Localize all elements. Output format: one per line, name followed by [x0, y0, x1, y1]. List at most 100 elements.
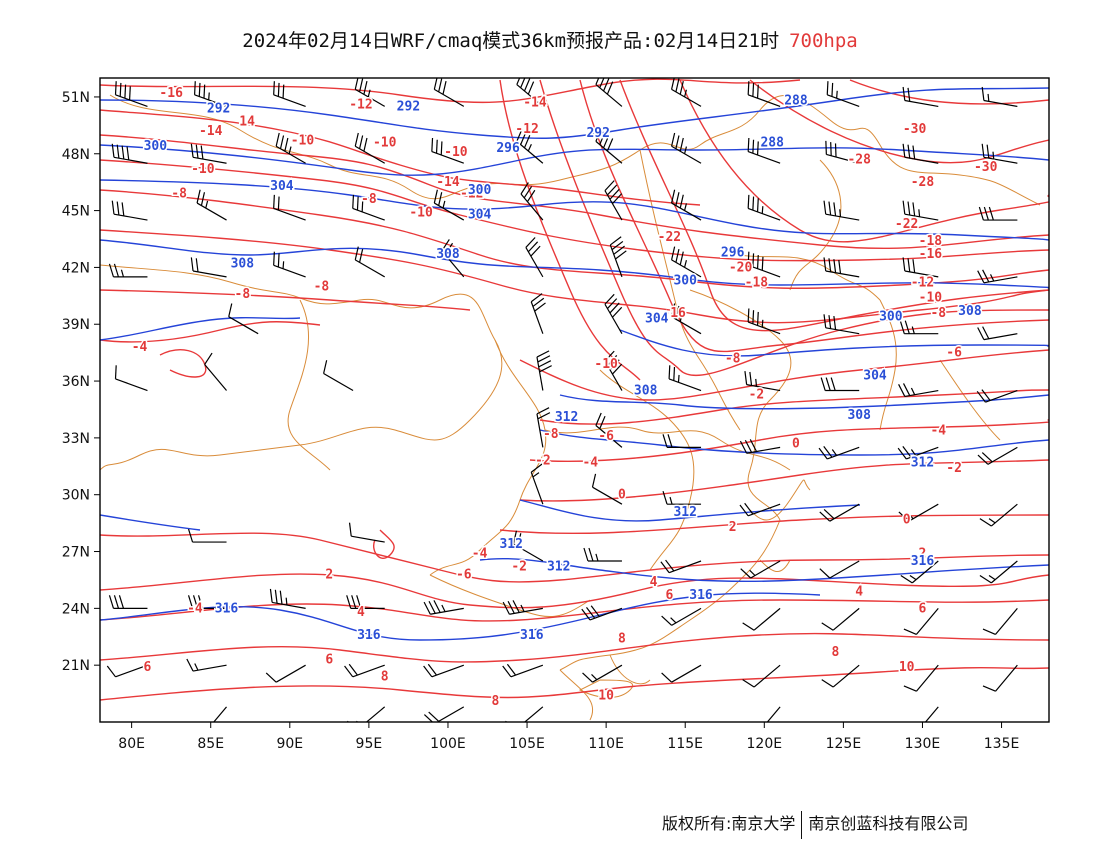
temperature-label: -12 — [460, 187, 483, 202]
wind-barb — [344, 663, 385, 678]
temperature-label: -8 — [725, 351, 741, 366]
wind-barb — [604, 180, 623, 221]
temperature-label: -18 — [745, 276, 769, 291]
wind-barb — [114, 365, 148, 392]
wind-barb — [671, 303, 702, 335]
wind-barb — [821, 664, 860, 688]
temperature-label: 4 — [357, 605, 365, 620]
temperature-label: -22 — [895, 217, 918, 232]
lat-tick-label: 24N — [62, 601, 90, 617]
temperature-label: -4 — [472, 546, 488, 561]
lat-tick-label: 51N — [62, 90, 90, 106]
wind-barb — [662, 491, 702, 505]
wind-barb — [423, 600, 464, 615]
lon-tick-label: 90E — [276, 736, 303, 752]
wind-barb — [352, 194, 385, 221]
height-label: 304 — [468, 207, 492, 222]
lon-tick-label: 80E — [118, 736, 145, 752]
lon-tick-label: 115E — [667, 736, 703, 752]
height-label: 312 — [555, 410, 578, 425]
temperature-label: -14 — [436, 175, 460, 190]
wind-barb — [977, 446, 1018, 465]
wind-barb — [441, 239, 465, 278]
wind-barb — [747, 81, 781, 107]
temperature-label: 2 — [919, 546, 927, 561]
height-label: 312 — [673, 505, 696, 520]
height-label: 288 — [760, 135, 784, 150]
height-label: 312 — [499, 537, 522, 552]
wind-barb — [516, 128, 544, 164]
lon-tick-label: 120E — [747, 736, 783, 752]
temperature-label: -8 — [543, 427, 559, 442]
wind-barb — [433, 189, 465, 221]
wind-barb — [982, 664, 1018, 692]
height-label: 316 — [215, 601, 239, 616]
temperature-label: 6 — [665, 588, 673, 603]
lat-tick-label: 45N — [62, 204, 90, 220]
plot-area — [100, 78, 1049, 722]
wind-barb — [186, 658, 227, 672]
height-label: 316 — [357, 628, 381, 643]
height-label: 300 — [468, 183, 492, 198]
wind-barb — [502, 663, 544, 678]
wind-barb — [609, 236, 627, 278]
wind-barb — [977, 269, 1018, 284]
map-title: 2024年02月14日WRF/cmaq模式36km预报产品:02月14日21时 7… — [0, 26, 1100, 53]
wind-barb — [591, 473, 623, 505]
wind-barb — [423, 663, 464, 678]
temperature-label: -2 — [535, 454, 551, 469]
wind-barb — [190, 143, 227, 164]
wind-barb — [187, 595, 227, 609]
height-label: 308 — [634, 384, 658, 399]
wind-barb — [525, 237, 544, 278]
wind-barb — [924, 706, 939, 722]
temperature-label: -16 — [919, 247, 943, 262]
temperature-label: -8 — [361, 192, 377, 207]
wind-barb — [823, 314, 860, 335]
longitude-axis: 80E 85E 90E 95E 100E 105E 110E 115E 120E 125E 130E… — [118, 722, 1019, 752]
wind-barb — [273, 251, 306, 278]
wind-barb — [766, 706, 781, 722]
wind-barb — [265, 664, 306, 683]
company-text: 南京创蓝科技有限公司 — [808, 814, 969, 833]
wind-barb — [505, 706, 544, 722]
wind-barbs — [106, 78, 1018, 722]
temperature-label: 2 — [325, 567, 333, 582]
wind-barb — [111, 200, 148, 221]
wind-barb — [897, 446, 939, 460]
temperature-label: 4 — [650, 575, 658, 590]
temperature-label: 14 — [239, 115, 255, 130]
height-labels: 292 292 292 288 288 296 300 304 300 304 308 308 296 3… — [142, 92, 983, 644]
wind-barb — [204, 352, 227, 391]
temperature-label: 0 — [903, 512, 911, 527]
lat-tick-label: 42N — [62, 260, 90, 276]
temperature-label: -16 — [159, 86, 183, 101]
wind-barb — [213, 706, 227, 722]
wind-barb — [423, 706, 465, 722]
temperature-label: -4 — [930, 423, 946, 438]
wind-barb — [823, 200, 860, 221]
temperature-label: -10 — [409, 205, 433, 220]
temperature-label: -30 — [903, 122, 927, 137]
wind-barb — [661, 607, 702, 626]
lon-tick-label: 130E — [905, 736, 941, 752]
wind-barb — [516, 78, 544, 107]
height-label: 316 — [911, 554, 935, 569]
temperature-label: -10 — [594, 357, 618, 372]
temperature-label: -2 — [749, 387, 765, 402]
wind-barb — [819, 560, 860, 579]
wind-barb — [604, 350, 623, 391]
wind-barb — [982, 607, 1018, 635]
temperature-label: 8 — [618, 632, 626, 647]
wind-barb — [354, 246, 386, 278]
temperature-label: -12 — [515, 122, 538, 137]
lon-tick-label: 105E — [509, 736, 545, 752]
temperature-label: 6 — [144, 660, 152, 675]
latitude-axis: 51N 48N 45N 42N 39N 36N 33N 30N 27N 24N 21N — [62, 90, 100, 674]
wind-barb — [978, 206, 1018, 221]
temperature-label: -14 — [199, 124, 223, 139]
plot-frame — [99, 77, 1050, 723]
temperature-label: 8 — [832, 645, 840, 660]
temperature-label: -16 — [662, 306, 686, 321]
